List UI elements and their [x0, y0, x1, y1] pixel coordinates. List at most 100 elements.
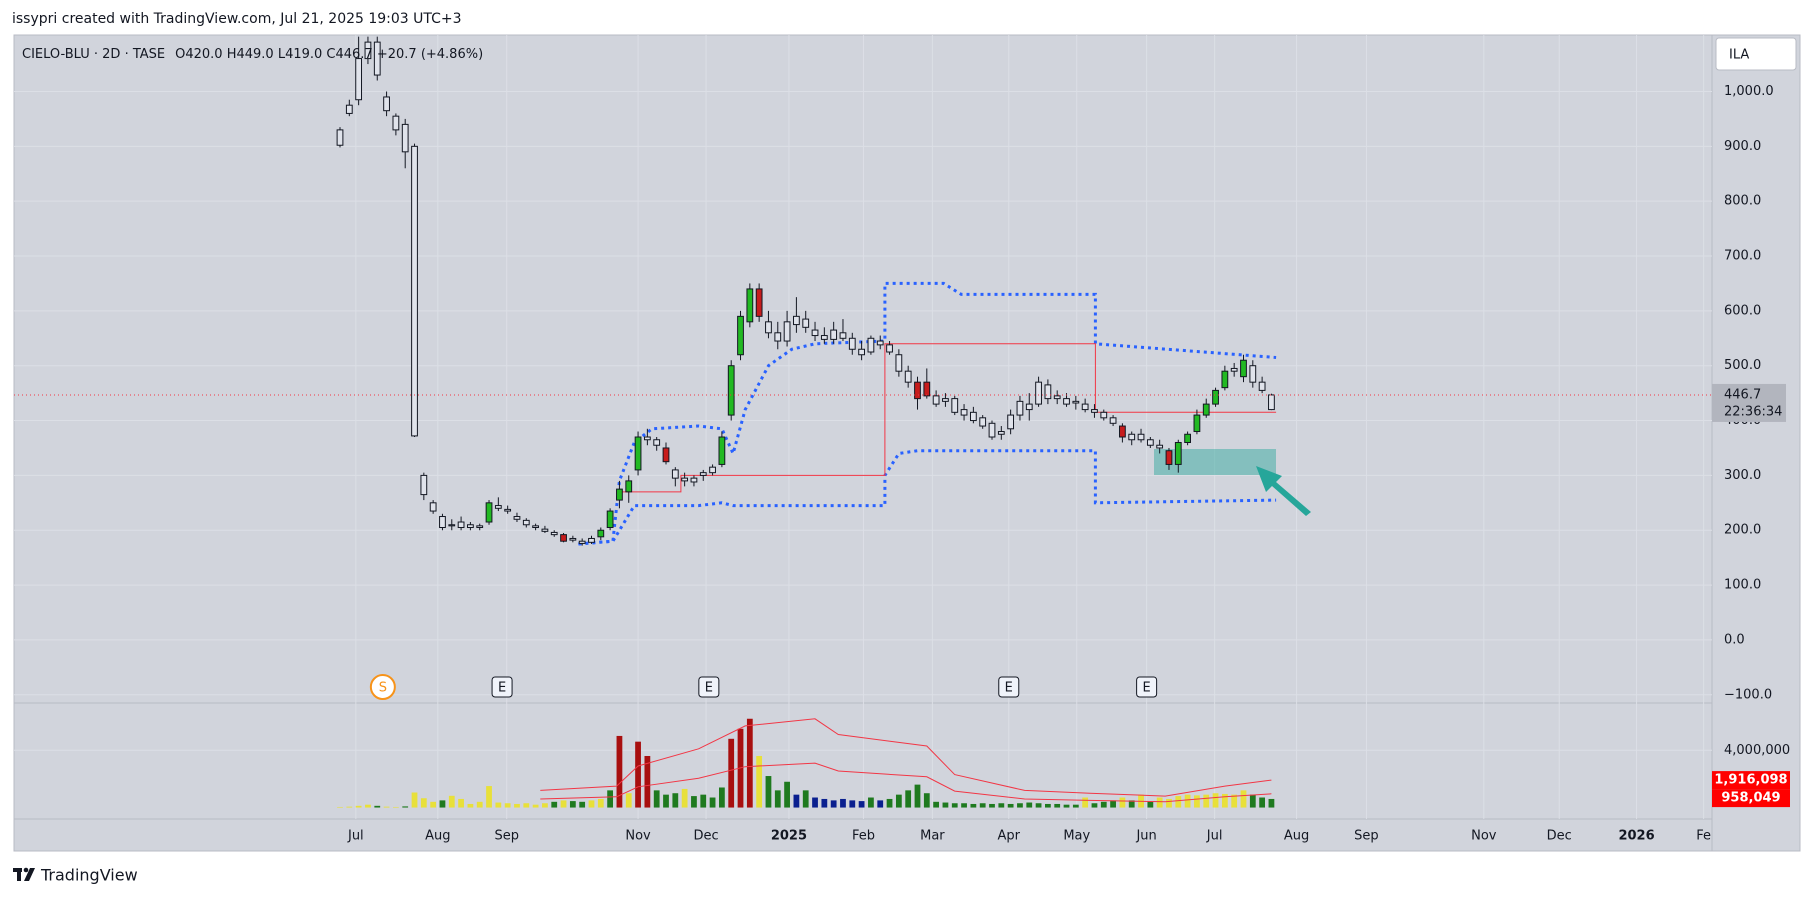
volume-bar — [849, 800, 856, 808]
y-tick-label: 4,000,000 — [1724, 743, 1790, 758]
volume-bar — [458, 798, 464, 808]
candle-body — [1156, 444, 1164, 449]
candle-body — [969, 411, 977, 422]
candle-body — [643, 436, 651, 441]
volume-bar — [719, 787, 725, 808]
currency-button[interactable] — [1715, 37, 1797, 71]
volume-bar — [979, 803, 986, 808]
candle-body — [1240, 359, 1247, 378]
volume-bar — [374, 805, 381, 808]
candle-body — [690, 477, 698, 483]
volume-bar — [467, 803, 474, 808]
candle-body — [1193, 414, 1201, 433]
candle-body — [1202, 403, 1210, 416]
volume-bar — [1203, 794, 1210, 808]
volume-bar — [923, 793, 930, 808]
candle-body — [383, 96, 390, 112]
candle-body — [1258, 381, 1266, 391]
volume-bar — [672, 793, 679, 808]
candle-body — [355, 58, 363, 101]
candle-body — [1100, 411, 1108, 419]
candle-body — [1119, 425, 1126, 438]
candle-body — [858, 348, 865, 356]
x-tick-label: Sep — [1354, 829, 1379, 844]
event-label: E — [498, 681, 506, 696]
candle-body — [718, 436, 726, 465]
volume-bar — [663, 794, 669, 808]
x-tick-label: Apr — [998, 829, 1021, 844]
volume-bar — [746, 718, 753, 808]
candle-body — [737, 315, 744, 356]
candle-body — [457, 521, 465, 528]
volume-bar — [402, 806, 409, 808]
countdown-label: 22:36:34 — [1724, 404, 1782, 419]
candle-body — [1025, 403, 1033, 411]
candle-body — [942, 398, 949, 402]
volume-bar — [933, 801, 940, 808]
candle-body — [895, 354, 903, 372]
volume-value-label: 958,049 — [1721, 791, 1780, 806]
candle-body — [1184, 433, 1191, 443]
event-label: E — [705, 681, 713, 696]
overlay-line — [578, 281, 1277, 546]
footer-brand: TradingView — [40, 866, 138, 885]
volume-bar — [355, 805, 362, 808]
volume-bar — [1240, 790, 1247, 808]
volume-average-line — [540, 718, 1272, 797]
volume-bar — [1194, 795, 1200, 808]
candle-body — [802, 318, 810, 328]
candle-body — [1016, 400, 1024, 416]
candle-body — [979, 417, 987, 427]
candle-body — [560, 534, 567, 542]
volume-bar — [756, 755, 763, 808]
axes: Jul Aug Sep Nov Dec 2025 Feb Mar Apr May Jun Jul Aug… — [347, 84, 1790, 844]
volume-bar — [439, 800, 446, 808]
volume-bar — [1110, 800, 1116, 808]
volume-bar — [886, 798, 893, 808]
volume-bar — [504, 803, 511, 808]
candle-body — [345, 104, 353, 114]
volume-bar — [858, 801, 865, 808]
volume-bar — [579, 801, 586, 808]
candle-body — [886, 344, 893, 353]
y-tick-label: 200.0 — [1724, 523, 1761, 538]
candle-body — [867, 337, 875, 353]
candle-body — [336, 129, 344, 146]
event-label: E — [1143, 681, 1151, 696]
y-tick-label: 700.0 — [1724, 249, 1761, 264]
volume-bar — [868, 797, 874, 808]
volume-bar — [588, 800, 595, 808]
volume-bar — [392, 806, 399, 808]
candle-body — [532, 525, 539, 528]
candle-body — [820, 335, 828, 340]
candle-body — [783, 321, 791, 342]
candle-body — [765, 321, 772, 334]
volume-bar — [346, 806, 353, 808]
y-tick-label: 500.0 — [1724, 358, 1761, 373]
x-tick-label: Dec — [1547, 829, 1572, 844]
candle-body — [467, 524, 474, 528]
logo-part — [23, 867, 29, 873]
volume-bar — [625, 793, 632, 808]
candle-body — [988, 422, 996, 438]
candle-body — [1137, 433, 1145, 441]
volume-bar — [542, 803, 548, 808]
candle-body — [1072, 400, 1080, 404]
candle-body — [392, 115, 400, 131]
candle-body — [662, 447, 670, 463]
candle-body — [541, 528, 549, 532]
volume-bar — [1091, 803, 1098, 808]
candle-body — [839, 332, 847, 339]
x-tick-label: Nov — [625, 829, 651, 844]
volume-bar — [1259, 797, 1266, 808]
volume-bar — [700, 794, 707, 808]
x-tick-label: Feb — [852, 829, 875, 844]
currency-label[interactable]: ILA — [1729, 48, 1749, 63]
candle-body — [513, 516, 521, 520]
candle-body — [1212, 389, 1219, 405]
volume-bar — [1175, 796, 1182, 808]
volume-bar — [420, 798, 427, 808]
volume-bar — [914, 784, 921, 808]
x-tick-label: Sep — [494, 829, 519, 844]
